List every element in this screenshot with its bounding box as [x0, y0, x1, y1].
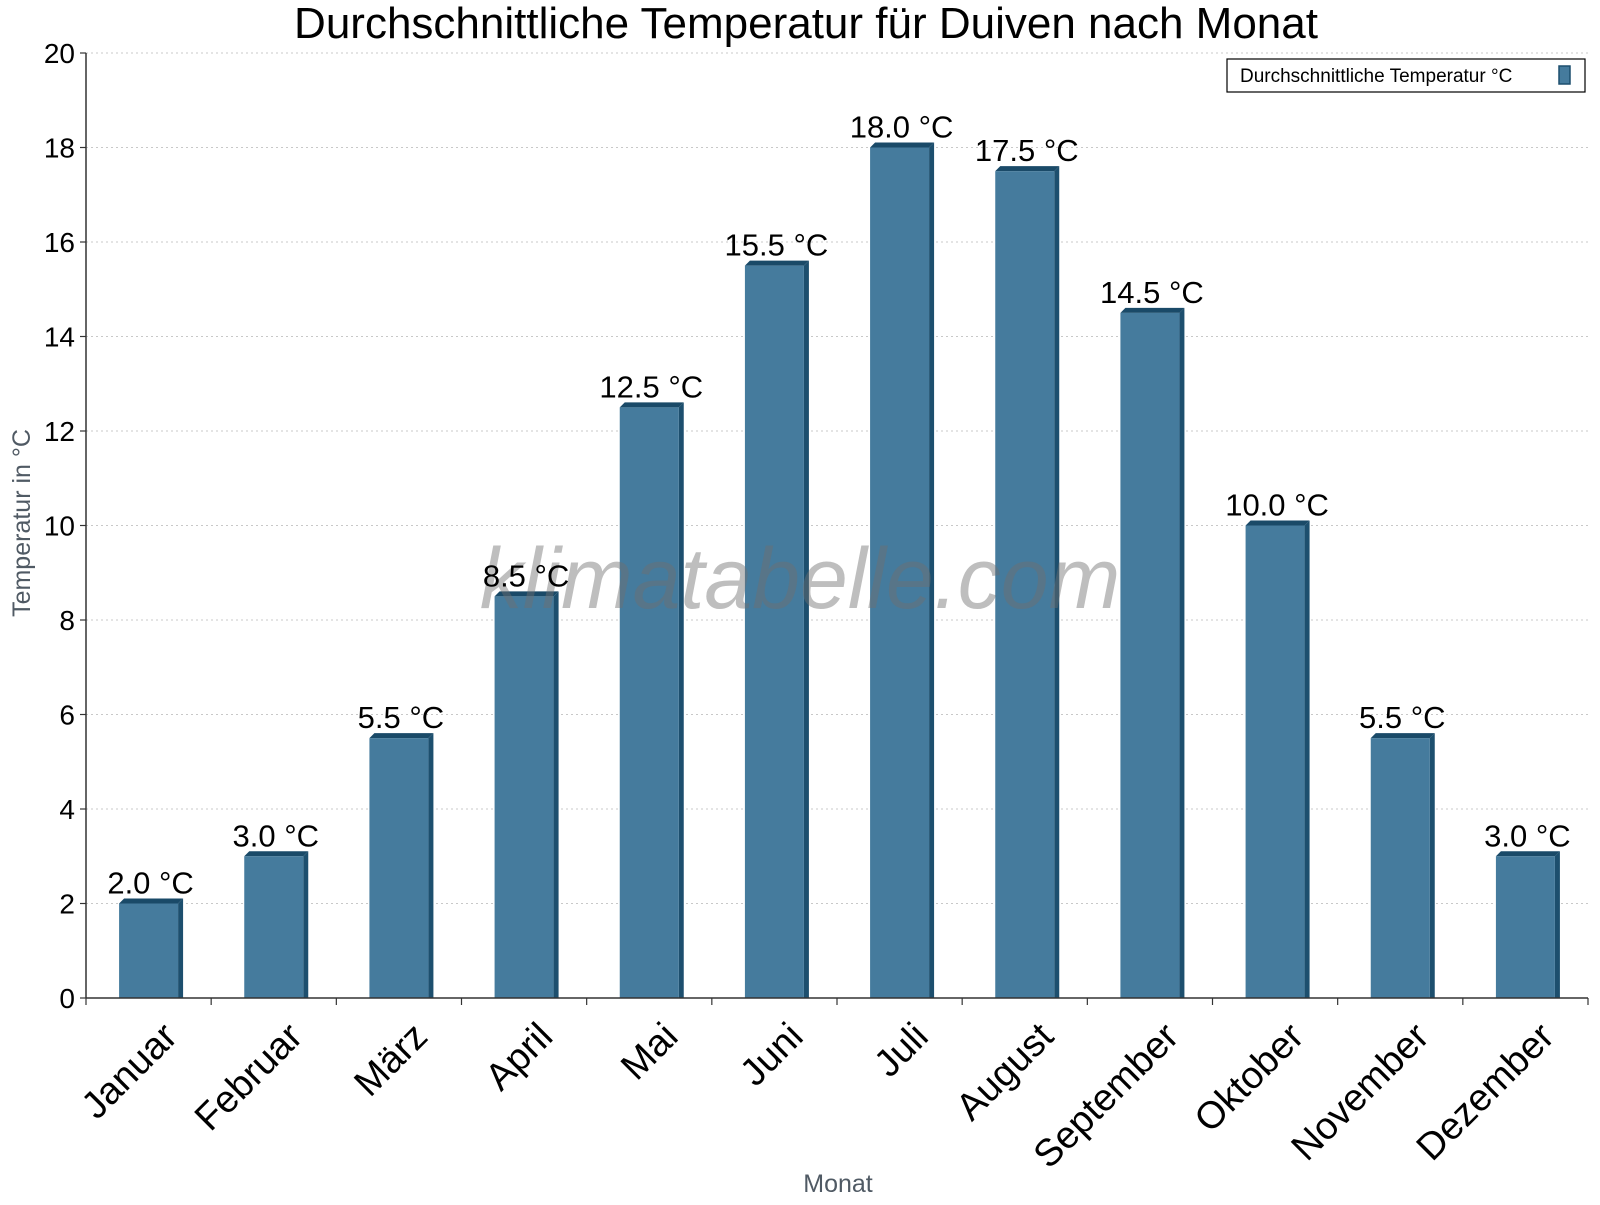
legend: Durchschnittliche Temperatur °C: [1226, 58, 1586, 93]
bar-side: [1179, 307, 1185, 998]
bar-side: [178, 898, 184, 998]
bar-januar: [119, 898, 184, 998]
y-tick-label: 0: [59, 983, 75, 1014]
bar-side: [428, 733, 434, 998]
y-tick-label: 16: [44, 227, 75, 258]
bar-top: [1370, 733, 1435, 739]
bar-top: [1245, 520, 1310, 526]
y-tick-label: 10: [44, 511, 75, 542]
watermark: klimatabelle.com: [480, 531, 1120, 627]
bar-side: [678, 402, 684, 998]
y-tick-label: 18: [44, 133, 75, 164]
bar-top: [1495, 851, 1560, 857]
bar-side: [803, 260, 809, 998]
bar-top: [369, 733, 434, 739]
grid-lines: [86, 52, 1588, 904]
data-label: 8.5 °C: [483, 558, 570, 593]
data-label: 18.0 °C: [850, 110, 954, 145]
bar: [619, 407, 679, 998]
bar-top: [244, 851, 309, 857]
bar-top: [744, 260, 809, 266]
bar-side: [1554, 851, 1560, 998]
y-tick-labels: 0 2 4 6 8 10 12 14 16 18 20: [44, 38, 75, 1014]
bar-mai: [619, 402, 684, 998]
bar-oktober: [1245, 520, 1310, 998]
bar-side: [1304, 520, 1310, 998]
bar: [1370, 738, 1430, 998]
bar-top: [995, 166, 1060, 172]
bar-top: [1120, 307, 1185, 313]
data-label: 10.0 °C: [1225, 488, 1329, 523]
bar-top: [119, 898, 184, 904]
data-label: 3.0 °C: [233, 818, 320, 853]
y-tick-label: 12: [44, 416, 75, 447]
y-axis-title: Temperatur in °C: [8, 429, 36, 617]
y-tick-label: 4: [59, 794, 75, 825]
bar-märz: [369, 733, 434, 998]
bar: [119, 903, 179, 998]
bar: [1495, 856, 1555, 998]
bar-top: [494, 591, 559, 597]
x-tick-label: Mai: [613, 1015, 686, 1088]
y-tick-label: 6: [59, 700, 75, 731]
x-tick-label: Dezember: [1409, 1015, 1563, 1169]
bar: [494, 596, 554, 998]
x-tick-label: Juni: [732, 1015, 811, 1094]
legend-label: Durchschnittliche Temperatur °C: [1240, 66, 1512, 87]
bar-april: [494, 591, 559, 998]
data-labels: 2.0 °C 3.0 °C 5.5 °C 8.5 °C 12.5 °C 15.5 °C 18…: [107, 110, 1570, 901]
data-label: 5.5 °C: [358, 700, 445, 735]
chart-title: Durchschnittliche Temperatur für Duiven …: [294, 0, 1318, 48]
data-label: 15.5 °C: [725, 228, 829, 263]
bar: [744, 265, 804, 998]
y-tick-label: 8: [59, 605, 75, 636]
bars: [119, 142, 1560, 998]
bar: [1245, 525, 1305, 998]
data-label: 3.0 °C: [1484, 818, 1571, 853]
y-tick-label: 20: [44, 38, 75, 69]
x-axis-title: Monat: [803, 1170, 873, 1198]
x-tick-label: August: [948, 1015, 1062, 1129]
axes: [80, 52, 1589, 1005]
bar: [870, 147, 930, 998]
x-tick-label: Februar: [187, 1015, 311, 1139]
bar: [995, 171, 1055, 998]
bar-side: [1429, 733, 1435, 998]
bar-februar: [244, 851, 309, 998]
bar-juni: [744, 260, 809, 998]
bar-top: [870, 142, 935, 148]
x-tick-label: April: [478, 1015, 561, 1098]
data-label: 5.5 °C: [1359, 700, 1446, 735]
legend-swatch: [1558, 65, 1571, 85]
data-label: 2.0 °C: [107, 866, 194, 901]
bar-august: [995, 166, 1060, 998]
bar-side: [929, 142, 935, 998]
bar-side: [303, 851, 309, 998]
bar-september: [1120, 307, 1185, 998]
x-tick-label: Oktober: [1187, 1015, 1313, 1141]
x-tick-label: Juli: [867, 1015, 937, 1085]
y-tick-label: 2: [59, 889, 75, 920]
bar-side: [1054, 166, 1060, 998]
data-label: 14.5 °C: [1100, 275, 1204, 310]
y-tick-label: 14: [44, 322, 75, 353]
x-tick-label: März: [347, 1015, 436, 1104]
bar-juli: [870, 142, 935, 998]
bar-dezember: [1495, 851, 1560, 998]
bar: [1120, 312, 1180, 998]
x-tick-labels: Januar Februar März April Mai Juni Juli AugustS…: [74, 1015, 1563, 1176]
bar: [369, 738, 429, 998]
data-label: 17.5 °C: [975, 133, 1079, 168]
data-label: 12.5 °C: [599, 369, 703, 404]
legend-box: [1226, 58, 1586, 93]
bar-top: [619, 402, 684, 408]
bar-side: [553, 591, 559, 998]
bar-november: [1370, 733, 1435, 998]
x-tick-label: Januar: [74, 1015, 186, 1127]
bar: [244, 856, 304, 998]
